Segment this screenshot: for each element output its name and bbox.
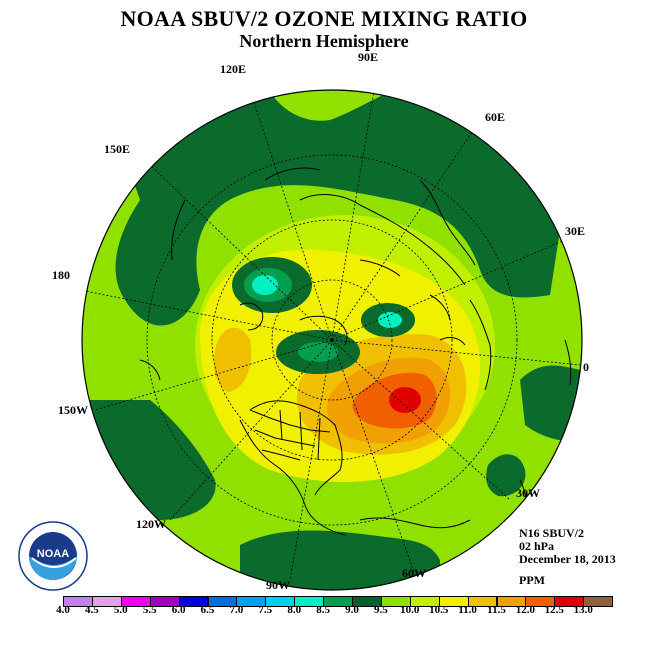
legend-tick-label: 13.0 [573,604,593,616]
legend-tick-label: 5.0 [113,604,128,616]
legend-tick-label: 8.0 [287,604,302,616]
lon-label-60w: 60W [402,566,426,580]
legend-swatch [583,596,614,607]
legend-tick-label: 12.0 [515,604,536,616]
lon-label-0: 0 [583,360,589,374]
graticule [82,90,581,581]
legend-tick-label: 6.0 [171,604,186,616]
ozone-min-scandinavia-core [378,312,402,328]
lon-label-30w: 30W [516,486,540,500]
pressure-level-label: 02 hPa [519,539,555,553]
legend-tick-label: 5.5 [142,604,157,616]
units-label: PPM [519,573,545,587]
ozone-band-9-0-bottom [240,530,440,590]
lon-label-120w: 120W [136,517,166,531]
chart-title: NOAA SBUV/2 OZONE MIXING RATIO [120,6,528,31]
legend-tick-label: 11.5 [487,604,506,616]
coastlines [139,167,572,536]
ozone-min-pole-core [298,342,338,362]
ozone-band-11-0 [213,327,252,392]
hemisphere-outline [81,89,583,591]
chart-subtitle: Northern Hemisphere [239,31,409,51]
ozone-max-12-5 [389,387,421,413]
lon-label-120e: 120E [220,62,247,76]
legend-tick-label: 8.5 [316,604,330,616]
legend-tick-label: 7.0 [229,604,244,616]
logo-text: NOAA [37,548,69,560]
lon-label-150w: 150W [58,403,88,417]
legend-tick-label: 9.5 [374,604,388,616]
lon-label-60e: 60E [485,110,506,124]
legend-tick-label: 7.5 [258,604,273,616]
lon-label-180: 180 [52,268,70,282]
lon-label-30e: 30E [565,224,586,238]
ozone-min-siberia-core [252,275,278,295]
date-label: December 18, 2013 [519,552,616,566]
legend-tick-label: 10.5 [429,604,449,616]
legend-tick-label: 9.0 [345,604,359,616]
lon-label-90e: 90E [358,50,379,64]
lon-label-90w: 90W [266,578,290,592]
ozone-band-9-0-lower-right [486,454,526,497]
legend-tick-label: 4.5 [85,604,99,616]
legend-tick-label: 11.0 [458,604,477,616]
lon-label-150e: 150E [104,142,131,156]
legend-tick-label: 6.5 [200,604,215,616]
legend-tick-label: 4.0 [56,604,70,616]
legend-tick-label: 12.5 [544,604,564,616]
legend-tick-label: 10.0 [400,604,420,616]
noaa-logo: NOAA [18,521,88,591]
satellite-label: N16 SBUV/2 [519,526,585,540]
